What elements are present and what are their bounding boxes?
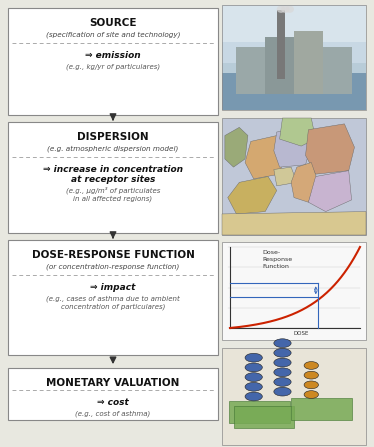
Ellipse shape [245, 373, 262, 381]
Text: in all affected regions): in all affected regions) [73, 195, 153, 202]
Text: ⇒ impact: ⇒ impact [90, 283, 136, 292]
Bar [233, 406, 294, 427]
Bar [265, 37, 323, 94]
Polygon shape [274, 167, 297, 186]
Bar [222, 5, 366, 63]
Text: (or concentration-response function): (or concentration-response function) [46, 263, 180, 270]
Ellipse shape [304, 362, 319, 369]
Text: Response: Response [262, 257, 292, 262]
Text: (e.g., cost of asthma): (e.g., cost of asthma) [76, 410, 151, 417]
Ellipse shape [285, 5, 294, 13]
Ellipse shape [274, 358, 291, 367]
Ellipse shape [274, 387, 291, 396]
Text: (specification of site and technology): (specification of site and technology) [46, 31, 180, 38]
Polygon shape [222, 211, 366, 235]
Bar [222, 5, 366, 42]
Ellipse shape [245, 383, 262, 391]
Ellipse shape [274, 378, 291, 386]
Ellipse shape [281, 5, 290, 13]
Ellipse shape [277, 5, 285, 13]
Bar [222, 73, 366, 110]
Ellipse shape [304, 381, 319, 389]
Text: concentration of particulares): concentration of particulares) [61, 303, 165, 310]
Ellipse shape [245, 363, 262, 372]
Text: DOSE-RESPONSE FUNCTION: DOSE-RESPONSE FUNCTION [31, 250, 194, 260]
Polygon shape [228, 177, 277, 214]
Polygon shape [309, 171, 352, 211]
Bar [294, 31, 323, 94]
Bar [291, 398, 352, 420]
Text: DISPERSION: DISPERSION [77, 132, 149, 142]
Text: Function: Function [262, 264, 289, 269]
Bar [222, 5, 366, 110]
Text: SOURCE: SOURCE [89, 18, 137, 28]
Text: (e.g. atmospheric dispersion model): (e.g. atmospheric dispersion model) [47, 145, 179, 152]
Ellipse shape [274, 339, 291, 347]
Ellipse shape [304, 371, 319, 379]
Ellipse shape [274, 349, 291, 357]
Polygon shape [280, 118, 316, 146]
Bar [222, 5, 366, 110]
Bar [236, 47, 352, 94]
Text: (e.g., μg/m³ of particulates: (e.g., μg/m³ of particulates [66, 187, 160, 194]
Bar [229, 401, 290, 423]
Text: ⇒ emission: ⇒ emission [85, 51, 141, 60]
Bar [8, 8, 218, 115]
Ellipse shape [245, 392, 262, 401]
Text: ⇒ cost: ⇒ cost [97, 398, 129, 407]
Polygon shape [245, 135, 285, 179]
Bar [8, 122, 218, 233]
Polygon shape [274, 127, 311, 167]
Text: at receptor sites: at receptor sites [71, 175, 155, 184]
Polygon shape [291, 162, 317, 202]
Ellipse shape [245, 353, 262, 362]
Bar [8, 368, 218, 420]
Text: DOSE: DOSE [294, 331, 309, 336]
Bar [222, 242, 366, 340]
Text: (e.g., cases of asthma due to ambient: (e.g., cases of asthma due to ambient [46, 295, 180, 302]
Ellipse shape [274, 368, 291, 377]
Text: MONETARY VALUATION: MONETARY VALUATION [46, 378, 180, 388]
Bar [277, 10, 285, 79]
Bar [8, 240, 218, 355]
Polygon shape [225, 127, 248, 167]
Text: ⇒ increase in concentration: ⇒ increase in concentration [43, 165, 183, 174]
Ellipse shape [304, 391, 319, 398]
Text: Dose-: Dose- [262, 250, 280, 255]
Bar [222, 118, 366, 235]
Bar [222, 348, 366, 445]
Polygon shape [306, 124, 355, 174]
Text: (e.g., kg/yr of particulares): (e.g., kg/yr of particulares) [66, 63, 160, 70]
